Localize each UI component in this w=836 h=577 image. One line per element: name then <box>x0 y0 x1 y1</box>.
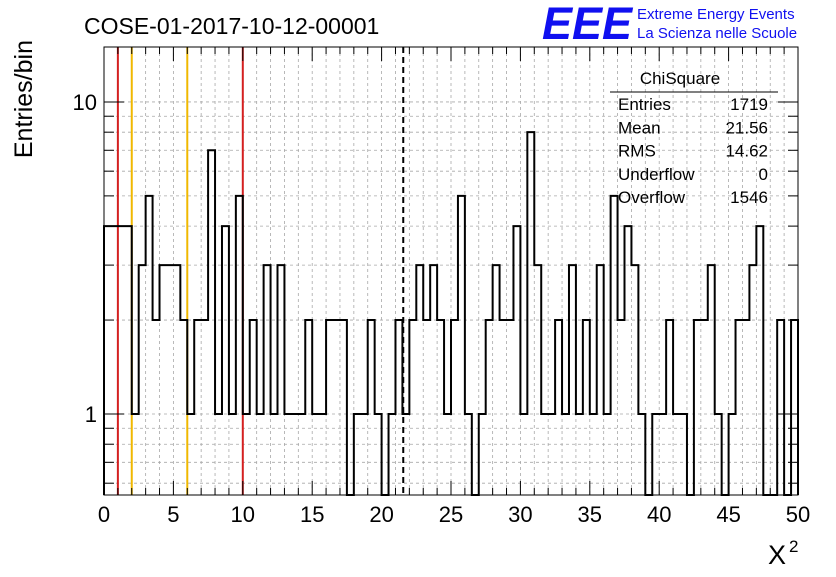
axis-tick-labels: 0 5 10 15 20 25 30 35 40 45 50 1 10 <box>73 90 811 527</box>
eee-logo-letters: EEE <box>542 0 634 49</box>
stats-row-value: 0 <box>759 165 768 184</box>
stats-row-label: Overflow <box>618 188 686 207</box>
x-tick-label: 10 <box>231 502 255 527</box>
axis-ticks <box>103 47 799 495</box>
logo-line-2: La Scienza nelle Scuole <box>637 25 797 42</box>
y-axis-label: Entries/bin <box>10 40 38 158</box>
x-tick-label: 25 <box>439 502 463 527</box>
stats-row-value: 21.56 <box>725 118 768 137</box>
stats-row-label: Underflow <box>618 165 695 184</box>
stats-rows: Entries 1719 Mean 21.56 RMS 14.62 Underflow 0 Ov… <box>618 95 768 207</box>
x-tick-label: 5 <box>167 502 179 527</box>
stats-row-value: 1546 <box>730 188 768 207</box>
x-tick-label: 20 <box>369 502 393 527</box>
eee-logo: EEE Extreme Energy Events La Scienza nel… <box>542 0 797 49</box>
stats-row-label: RMS <box>618 142 656 161</box>
stats-row-label: Entries <box>618 95 671 114</box>
y-tick-label: 1 <box>85 402 97 427</box>
stats-row-value: 1719 <box>730 95 768 114</box>
x-axis-label: X <box>768 540 786 570</box>
x-tick-label: 50 <box>786 502 810 527</box>
y-tick-label: 10 <box>73 90 97 115</box>
x-tick-label: 0 <box>98 502 110 527</box>
stats-row-value: 14.62 <box>725 142 768 161</box>
x-tick-label: 40 <box>647 502 671 527</box>
x-tick-label: 30 <box>508 502 532 527</box>
x-tick-label: 35 <box>578 502 602 527</box>
logo-line-1: Extreme Energy Events <box>637 6 795 23</box>
stats-box: ChiSquare Entries 1719 Mean 21.56 RMS 14.62 Un… <box>610 69 778 207</box>
chart-title: COSE-01-2017-10-12-00001 <box>84 13 379 39</box>
stats-title: ChiSquare <box>640 69 720 88</box>
x-tick-label: 15 <box>300 502 324 527</box>
histogram-outline <box>103 131 799 496</box>
x-tick-label: 45 <box>716 502 740 527</box>
x-axis-label-superscript: 2 <box>789 537 798 556</box>
stats-row-label: Mean <box>618 118 661 137</box>
